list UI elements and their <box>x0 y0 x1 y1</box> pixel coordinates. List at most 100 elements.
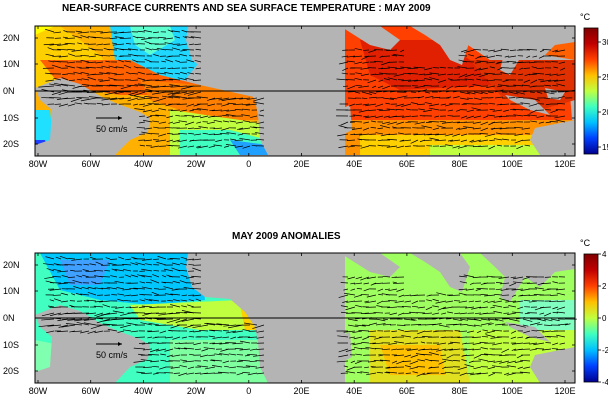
current-vector <box>438 360 447 365</box>
current-vector <box>432 305 440 308</box>
current-vector <box>506 360 517 364</box>
current-vector <box>350 360 356 363</box>
current-vector <box>556 311 566 314</box>
current-vector <box>552 85 559 87</box>
current-vector <box>117 330 125 333</box>
current-vector <box>397 132 405 135</box>
current-vector <box>410 139 419 144</box>
current-vector <box>527 114 538 117</box>
current-vector <box>235 109 244 111</box>
current-vector <box>172 121 181 124</box>
current-vector <box>120 31 132 34</box>
top-scale-arrow: 50 cm/s <box>96 116 128 134</box>
current-vector <box>107 49 118 51</box>
current-vector <box>459 281 468 284</box>
current-vector <box>515 96 524 99</box>
current-vector <box>245 365 258 368</box>
current-vector <box>156 72 167 75</box>
current-vector <box>177 145 188 149</box>
current-vector <box>172 139 181 143</box>
current-vector <box>228 353 237 356</box>
current-vector <box>473 48 482 51</box>
current-vector <box>440 354 447 356</box>
current-vector <box>438 324 450 328</box>
current-vector <box>239 348 251 351</box>
current-vector <box>186 59 195 63</box>
current-vector <box>413 133 426 136</box>
current-vector <box>242 145 251 149</box>
current-vector <box>220 109 230 112</box>
current-vector <box>239 97 251 100</box>
current-vector <box>198 126 209 129</box>
current-vector <box>172 336 181 340</box>
current-vector <box>235 121 244 124</box>
current-vector <box>468 300 475 303</box>
current-vector <box>361 91 373 95</box>
current-vector <box>192 258 202 261</box>
current-vector <box>459 372 468 376</box>
current-vector <box>519 371 531 374</box>
current-vector <box>446 73 454 76</box>
current-vector <box>542 330 552 333</box>
current-vector <box>513 114 524 117</box>
current-vector <box>194 43 202 45</box>
current-vector <box>368 109 377 111</box>
current-vector <box>192 267 202 272</box>
current-vector <box>83 322 97 326</box>
current-vector <box>499 360 510 364</box>
current-vector <box>342 67 349 71</box>
current-vector <box>392 282 405 284</box>
current-vector <box>545 103 552 106</box>
current-vector <box>168 121 174 124</box>
current-vector <box>465 288 475 291</box>
current-vector <box>463 49 475 53</box>
current-vector <box>388 133 398 136</box>
current-vector <box>224 365 230 368</box>
current-vector <box>183 287 195 290</box>
current-vector <box>338 145 349 148</box>
top-land <box>35 26 575 155</box>
current-vector <box>162 85 174 88</box>
current-vector <box>363 115 370 118</box>
madagascar <box>338 105 352 135</box>
lon-tick-label: 60W <box>81 386 100 396</box>
current-vector <box>158 36 167 39</box>
current-vector <box>120 324 132 329</box>
current-vector <box>483 115 489 119</box>
current-vector <box>414 121 426 125</box>
current-vector <box>457 66 468 69</box>
current-vector <box>531 66 538 69</box>
colorbar-tick-label: 15 <box>602 143 608 152</box>
lon-tick-label: 100E <box>502 386 523 396</box>
current-vector <box>439 120 447 123</box>
current-vector <box>64 65 76 69</box>
current-vector <box>152 258 160 260</box>
current-vector <box>236 372 244 376</box>
current-vector <box>184 312 202 314</box>
current-vector <box>63 97 76 100</box>
current-vector <box>167 300 174 302</box>
current-vector <box>529 348 538 351</box>
current-vector <box>431 323 442 326</box>
current-vector <box>107 328 118 332</box>
current-vector <box>472 121 482 124</box>
current-vector <box>533 342 545 346</box>
current-vector <box>564 323 571 326</box>
current-vector <box>177 77 188 81</box>
current-vector <box>477 55 489 58</box>
current-vector <box>353 346 363 350</box>
current-vector <box>45 79 55 82</box>
current-vector <box>72 330 83 333</box>
current-vector <box>396 95 408 99</box>
current-vector <box>355 353 363 356</box>
current-vector <box>61 77 69 81</box>
current-vector <box>187 145 195 148</box>
current-vector <box>447 139 454 142</box>
current-vector <box>125 43 132 45</box>
current-vector <box>372 85 377 89</box>
current-vector <box>396 145 405 149</box>
current-vector <box>473 354 482 359</box>
current-vector <box>458 127 468 130</box>
current-vector <box>539 49 545 53</box>
current-vector <box>194 348 202 351</box>
